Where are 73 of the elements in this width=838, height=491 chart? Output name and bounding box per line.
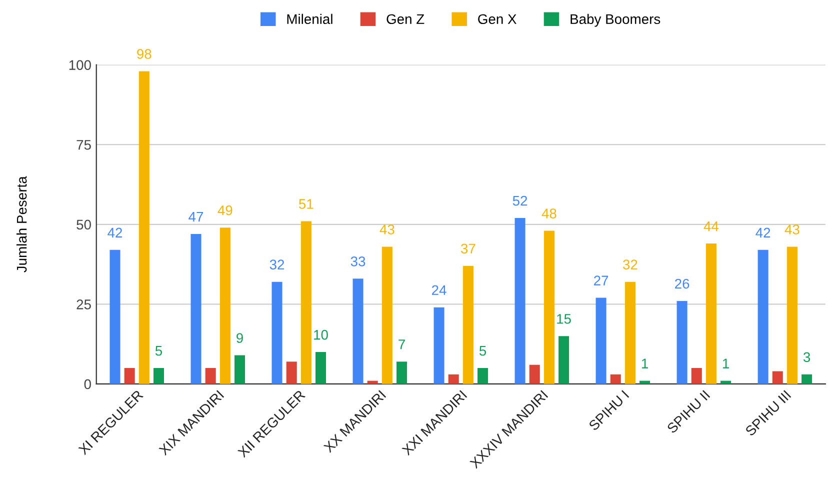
bar bbox=[190, 234, 202, 384]
data-label: 33 bbox=[350, 256, 366, 266]
data-label: 5 bbox=[479, 346, 486, 356]
bar bbox=[758, 250, 768, 384]
data-label: 98 bbox=[137, 49, 152, 59]
data-label: 47 bbox=[188, 212, 204, 222]
data-label: 42 bbox=[108, 228, 122, 238]
y-tick-label: 75 bbox=[76, 140, 91, 150]
y-tick-label: 25 bbox=[76, 300, 91, 310]
bar bbox=[462, 266, 474, 384]
data-label: 24 bbox=[432, 285, 446, 295]
data-label: 15 bbox=[557, 314, 571, 324]
data-label: 43 bbox=[784, 224, 800, 234]
bar bbox=[205, 368, 216, 384]
bar bbox=[478, 368, 488, 384]
bar bbox=[300, 221, 312, 384]
data-label: 3 bbox=[803, 352, 810, 362]
data-label: 7 bbox=[398, 340, 405, 350]
data-label: 1 bbox=[642, 358, 648, 368]
data-label: 51 bbox=[299, 199, 314, 209]
bar bbox=[624, 282, 636, 384]
data-label: 1 bbox=[722, 358, 729, 368]
bar bbox=[640, 380, 650, 384]
data-label: 43 bbox=[380, 224, 394, 234]
y-tick-label: 100 bbox=[69, 60, 91, 70]
data-label: 32 bbox=[623, 260, 638, 270]
data-label: 27 bbox=[594, 276, 608, 286]
bar bbox=[220, 228, 230, 384]
bar bbox=[434, 307, 444, 384]
data-label: 26 bbox=[675, 278, 690, 289]
bar bbox=[110, 250, 120, 384]
data-label: 48 bbox=[542, 208, 556, 218]
bar bbox=[676, 300, 688, 384]
bar bbox=[529, 364, 540, 384]
bar bbox=[124, 368, 135, 384]
bar bbox=[786, 246, 798, 384]
bar bbox=[691, 368, 702, 384]
bar bbox=[396, 362, 408, 384]
bar bbox=[382, 246, 392, 384]
bar bbox=[772, 371, 783, 384]
bar bbox=[367, 380, 378, 384]
bar bbox=[596, 298, 606, 384]
bar bbox=[315, 352, 326, 384]
bar bbox=[352, 278, 364, 384]
bar bbox=[153, 368, 164, 384]
data-label: 32 bbox=[270, 260, 284, 270]
data-label: 49 bbox=[218, 205, 232, 216]
bar bbox=[610, 374, 621, 384]
y-tick-label: 50 bbox=[76, 220, 91, 230]
bar bbox=[558, 336, 570, 384]
y-axis-title: Jumlah Peserta bbox=[16, 176, 27, 272]
bar bbox=[514, 218, 526, 384]
legend-label: Milenial bbox=[287, 14, 332, 24]
bar bbox=[272, 282, 282, 384]
bar bbox=[286, 362, 297, 384]
legend-label: Baby Boomers bbox=[570, 14, 660, 27]
data-label: 9 bbox=[236, 333, 243, 343]
bar bbox=[706, 244, 716, 384]
data-label: 42 bbox=[756, 228, 770, 238]
y-tick-label: 0 bbox=[84, 379, 91, 390]
bar bbox=[802, 374, 812, 384]
legend-label: Gen Z bbox=[386, 14, 424, 24]
bar bbox=[234, 355, 246, 384]
data-label: 44 bbox=[704, 222, 719, 232]
data-label: 37 bbox=[460, 244, 476, 254]
bar bbox=[448, 374, 459, 384]
data-label: 52 bbox=[512, 196, 528, 206]
bar bbox=[544, 230, 554, 384]
bar bbox=[720, 380, 732, 384]
legend-label: Gen X bbox=[478, 14, 516, 24]
data-label: 5 bbox=[155, 346, 162, 356]
bar bbox=[138, 71, 150, 384]
data-label: 10 bbox=[314, 330, 328, 340]
